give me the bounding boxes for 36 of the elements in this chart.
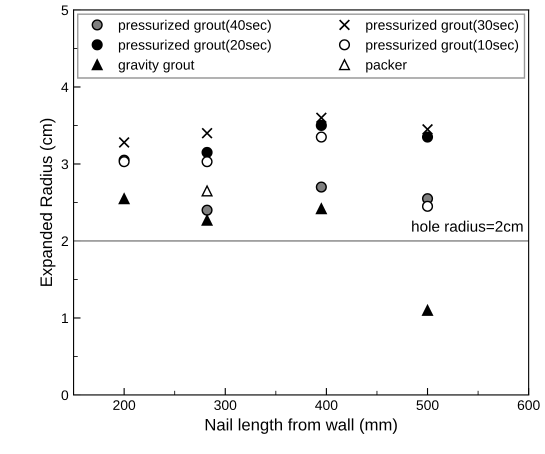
legend-label: pressurized grout(20sec) bbox=[118, 40, 271, 53]
x-axis-title: Nail length from wall (mm) bbox=[206, 418, 397, 434]
point bbox=[316, 120, 327, 132]
point bbox=[118, 193, 130, 204]
point bbox=[316, 203, 327, 214]
y-tick-label: 1 bbox=[62, 313, 68, 324]
point bbox=[201, 127, 213, 139]
y-tick-label: 3 bbox=[62, 159, 68, 170]
point bbox=[202, 214, 213, 226]
point bbox=[118, 136, 130, 148]
point bbox=[202, 146, 213, 158]
point bbox=[316, 131, 327, 143]
y-tick-label: 4 bbox=[61, 82, 68, 92]
y-tick-label: 2 bbox=[62, 236, 68, 246]
y-tick-label: 5 bbox=[62, 5, 68, 16]
point bbox=[422, 200, 434, 212]
point bbox=[202, 204, 213, 216]
x-tick-label: 200 bbox=[113, 400, 136, 410]
legend-label: pressurized grout(30sec) bbox=[366, 20, 518, 33]
y-axis-title: Expanded Radius (cm) bbox=[40, 118, 56, 286]
x-tick-label: 400 bbox=[315, 400, 338, 410]
point bbox=[316, 182, 327, 193]
point bbox=[316, 112, 328, 124]
point bbox=[422, 304, 434, 316]
legend-label: pressurized grout(10sec) bbox=[366, 40, 518, 53]
x-tick-label: 300 bbox=[214, 400, 236, 410]
x-tick-label: 600 bbox=[518, 400, 540, 410]
legend-label: packer bbox=[366, 59, 407, 72]
legend-label: pressurized grout(40sec) bbox=[118, 20, 271, 33]
ref-line-label: hole radius=2cm bbox=[412, 220, 523, 232]
x-tick-label: 500 bbox=[416, 400, 439, 410]
point bbox=[422, 124, 434, 136]
point bbox=[202, 185, 213, 196]
point bbox=[422, 131, 434, 143]
y-tick-label: 0 bbox=[62, 390, 68, 400]
legend-label: gravity grout bbox=[118, 59, 194, 72]
